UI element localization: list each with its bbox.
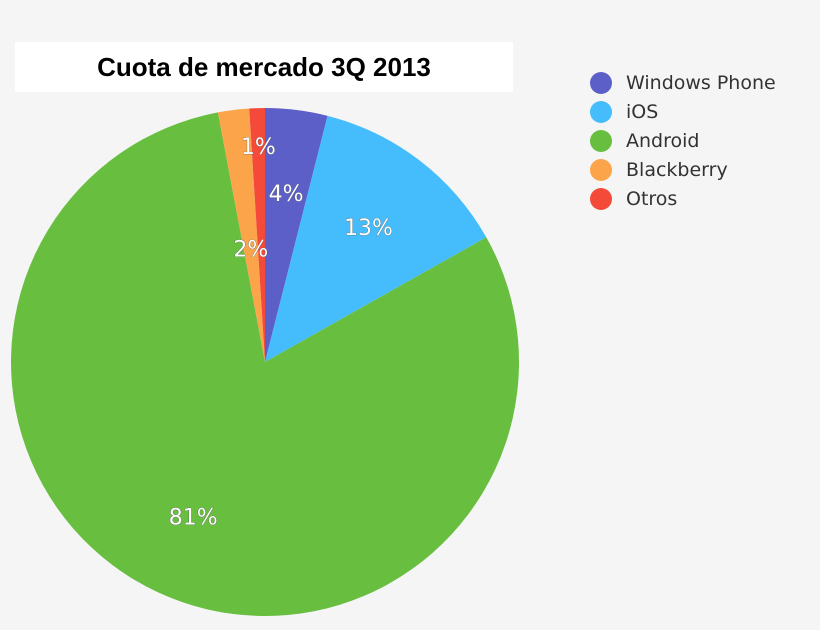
pie-slice-windows-phone	[265, 108, 328, 362]
legend-item-blackberry: Blackberry	[590, 155, 776, 184]
pie-slice-otros	[249, 108, 265, 362]
pie-slice-blackberry	[217, 108, 265, 363]
slice-label-otros: 1%	[241, 135, 276, 160]
chart-title: Cuota de mercado 3Q 2013	[97, 51, 431, 82]
legend-swatch	[590, 158, 612, 181]
legend-label: Android	[626, 129, 700, 152]
legend-label: iOS	[626, 100, 659, 123]
legend-item-windows-phone: Windows Phone	[590, 68, 776, 97]
legend-item-ios: iOS	[590, 97, 776, 126]
pie-slice-android	[10, 112, 519, 617]
pie-slice-ios	[265, 115, 487, 362]
legend-item-otros: Otros	[590, 184, 776, 213]
slice-label-blackberry: 2%	[233, 238, 268, 263]
legend-label: Otros	[626, 187, 678, 210]
legend-label: Windows Phone	[626, 71, 776, 94]
legend-swatch	[590, 129, 612, 152]
legend-label: Blackberry	[626, 158, 728, 181]
legend-item-android: Android	[590, 126, 776, 155]
legend-swatch	[590, 100, 612, 123]
slice-label-windows-phone: 4%	[269, 182, 304, 207]
slice-label-ios: 13%	[344, 216, 393, 241]
chart-title-box: Cuota de mercado 3Q 2013	[15, 42, 513, 92]
slice-label-android: 81%	[169, 505, 218, 530]
legend-swatch	[590, 71, 612, 94]
legend-swatch	[590, 187, 612, 210]
legend: Windows Phone iOS Android Blackberry Otr…	[590, 68, 776, 213]
